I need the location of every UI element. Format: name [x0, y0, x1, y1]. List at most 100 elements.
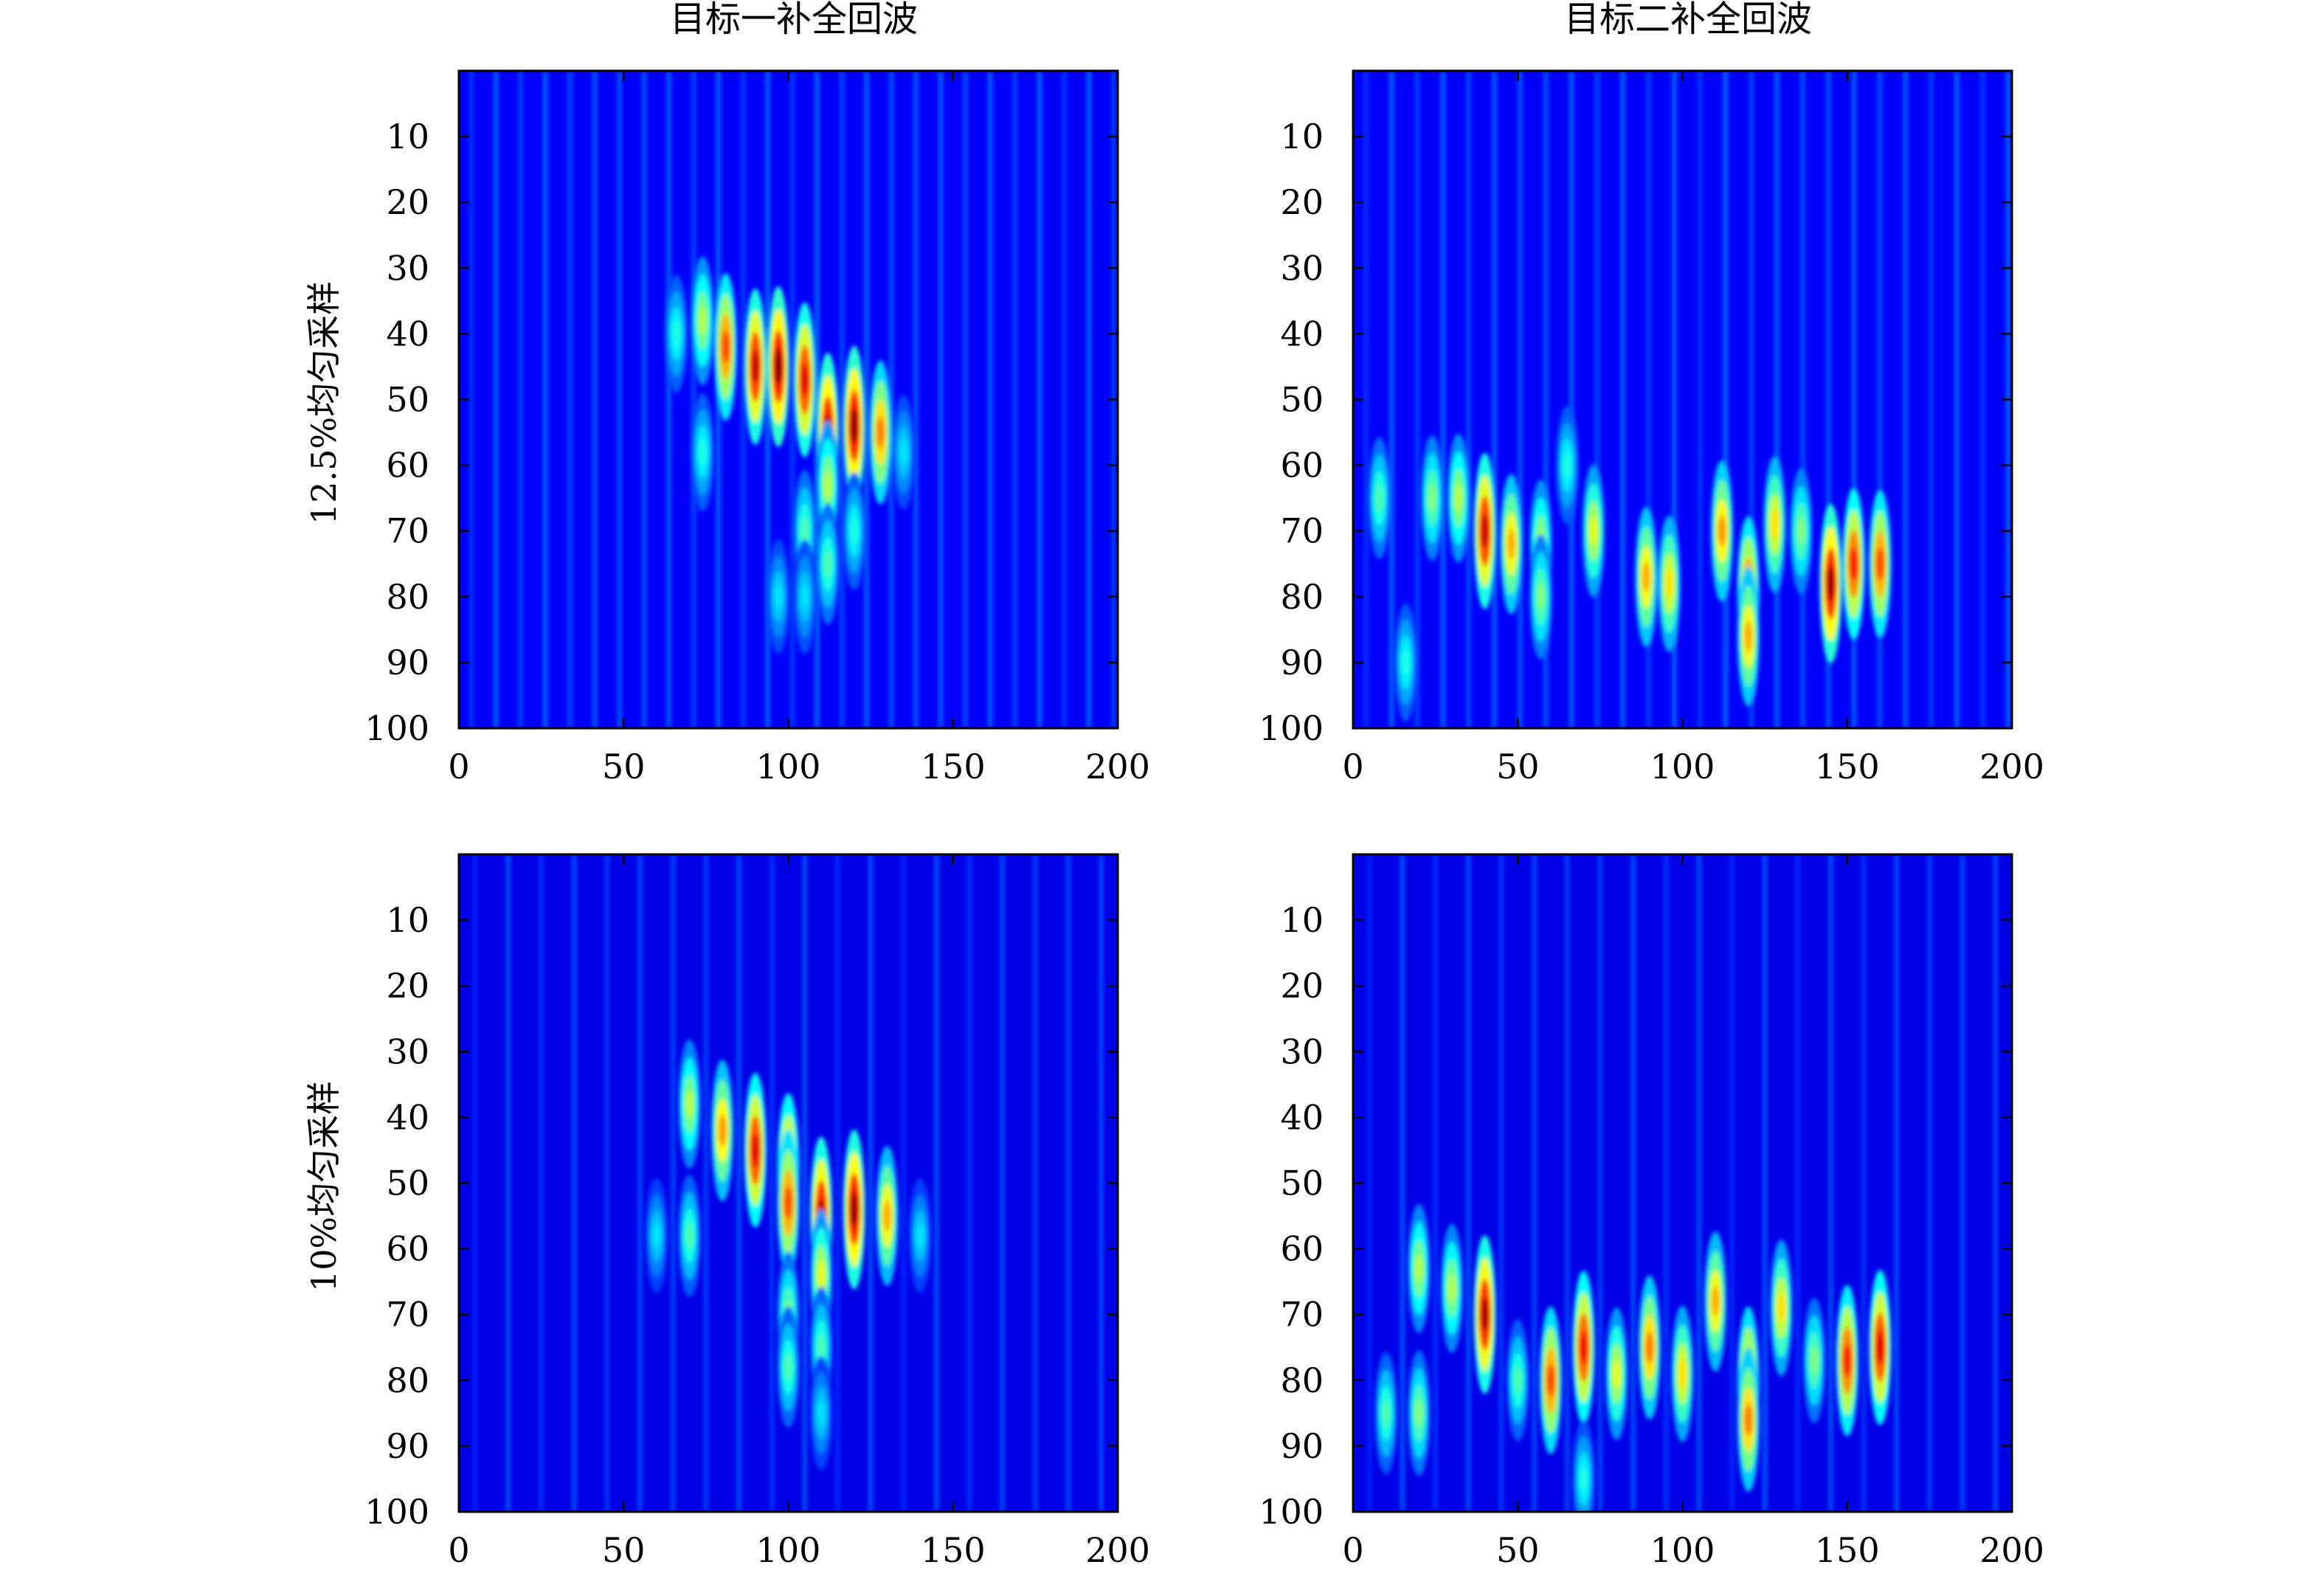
heatmap-hotspot — [767, 539, 790, 654]
heatmap-hotspot — [1408, 1203, 1431, 1333]
y-tick-label: 50 — [1280, 380, 1324, 420]
heatmap-hotspot — [1408, 1350, 1431, 1476]
heatmap-stripe — [1518, 71, 1523, 728]
heatmap-stripe — [1066, 854, 1071, 1512]
y-tick-label: 20 — [386, 182, 429, 222]
heatmap-stripe — [1620, 71, 1625, 728]
y-tick-label: 70 — [1280, 511, 1324, 551]
heatmap-hotspot — [678, 1175, 701, 1297]
heatmap-stripe — [1795, 854, 1800, 1512]
heatmap-stripe — [802, 854, 807, 1512]
y-tick-label: 30 — [1280, 248, 1324, 288]
heatmap-background — [1353, 71, 2012, 728]
heatmap-hotspot — [843, 471, 865, 590]
heatmap-stripe — [1492, 71, 1497, 728]
heatmap-hotspot — [714, 273, 737, 421]
y-tick-label: 100 — [364, 708, 429, 748]
heatmap-stripe — [473, 854, 478, 1512]
heatmap-hotspot — [678, 1040, 701, 1169]
heatmap-stripe — [1927, 854, 1932, 1512]
y-tick-label: 20 — [1280, 966, 1324, 1006]
y-tick-label: 80 — [386, 1361, 429, 1400]
heatmap-stripe — [963, 71, 968, 728]
x-tick-label: 150 — [1815, 1530, 1880, 1570]
x-tick-label: 150 — [921, 747, 986, 786]
x-tick-label: 200 — [1979, 747, 2044, 786]
y-tick-label: 10 — [1280, 900, 1324, 940]
x-tick-label: 100 — [1650, 747, 1715, 786]
heatmap-stripe — [1000, 854, 1005, 1512]
heatmap-stripe — [770, 854, 775, 1512]
y-tick-label: 10 — [1280, 117, 1324, 156]
heatmap-stripe — [592, 71, 598, 728]
heatmap-stripe — [1852, 71, 1857, 728]
heatmap-hotspot — [1704, 1231, 1727, 1372]
heatmap-hotspot — [1635, 507, 1658, 648]
heatmap-stripe — [1723, 71, 1728, 728]
heatmap-stripe — [1929, 71, 1934, 728]
heatmap-stripe — [543, 71, 548, 728]
y-tick-label: 40 — [386, 1097, 429, 1137]
y-tick-label: 70 — [386, 511, 429, 551]
heatmap-stripe — [934, 854, 939, 1512]
heatmap-hotspot — [1737, 566, 1760, 707]
heatmap-stripe — [617, 71, 622, 728]
heatmap-stripe — [1086, 71, 1091, 728]
x-tick-label: 200 — [1979, 1530, 2044, 1570]
x-tick-label: 100 — [756, 1530, 821, 1570]
heatmap-stripe — [1367, 854, 1372, 1512]
heatmap-stripe — [1826, 71, 1831, 728]
heatmap-stripe — [1033, 854, 1038, 1512]
heatmap-hotspot — [1507, 1319, 1529, 1442]
heatmap-hotspot — [1671, 1305, 1694, 1442]
heatmap-panel-4: 0 50 100 150 200 10 20 30 40 50 60 70 80 90 100 — [1259, 853, 2044, 1570]
heatmap-stripe — [505, 854, 511, 1512]
heatmap-stripe — [1774, 71, 1780, 728]
x-tick-label: 0 — [1342, 747, 1363, 786]
heatmap-panel-1: 0 50 100 150 200 10 20 30 40 50 60 70 80 90 100 — [364, 69, 1150, 786]
heatmap-hotspot — [843, 1129, 865, 1290]
x-tick-label: 200 — [1085, 747, 1150, 786]
y-tick-label: 80 — [386, 577, 429, 617]
x-tick-label: 200 — [1085, 1530, 1150, 1570]
x-tick-label: 150 — [921, 1530, 986, 1570]
heatmap-stripe — [1400, 854, 1405, 1512]
y-tick-label: 20 — [386, 966, 429, 1006]
heatmap-stripe — [864, 71, 869, 728]
heatmap-stripe — [1498, 854, 1504, 1512]
heatmap-stripe — [666, 71, 671, 728]
heatmap-hotspot — [1763, 456, 1786, 593]
y-tick-label: 80 — [1280, 577, 1324, 617]
heatmap-hotspot — [793, 302, 816, 457]
heatmap-stripe — [642, 71, 647, 728]
heatmap-hotspot — [1836, 1285, 1858, 1437]
heatmap-stripe — [518, 71, 523, 728]
heatmap-stripe — [1565, 854, 1570, 1512]
y-tick-label: 10 — [386, 117, 429, 156]
x-tick-label: 0 — [1342, 1530, 1363, 1570]
heatmap-stripe — [913, 71, 919, 728]
y-tick-label: 100 — [1259, 1492, 1324, 1532]
heatmap-stripe — [1861, 854, 1867, 1512]
heatmap-stripe — [1828, 854, 1833, 1512]
heatmap-hotspot — [876, 1146, 899, 1287]
heatmap-hotspot — [1711, 460, 1734, 602]
heatmap-stripe — [1894, 854, 1899, 1512]
y-tick-label: 50 — [386, 380, 429, 420]
x-tick-label: 150 — [1815, 747, 1880, 786]
heatmap-stripe — [691, 71, 696, 728]
heatmap-hotspot — [869, 360, 892, 505]
y-tick-label: 50 — [1280, 1164, 1324, 1203]
heatmap-hotspot — [810, 1355, 833, 1470]
heatmap-hotspot — [1869, 1270, 1892, 1425]
heatmap-hotspot — [1440, 1223, 1463, 1353]
heatmap-hotspot — [1539, 1306, 1562, 1454]
y-tick-label: 100 — [364, 1492, 429, 1532]
heatmap-hotspot — [1572, 1270, 1595, 1425]
heatmap-stripe — [1993, 854, 1998, 1512]
heatmap-stripe — [567, 71, 573, 728]
heatmap-stripe — [671, 854, 676, 1512]
heatmap-field — [473, 854, 1104, 1512]
heatmap-stripe — [1672, 71, 1677, 728]
x-tick-label: 50 — [602, 747, 646, 786]
